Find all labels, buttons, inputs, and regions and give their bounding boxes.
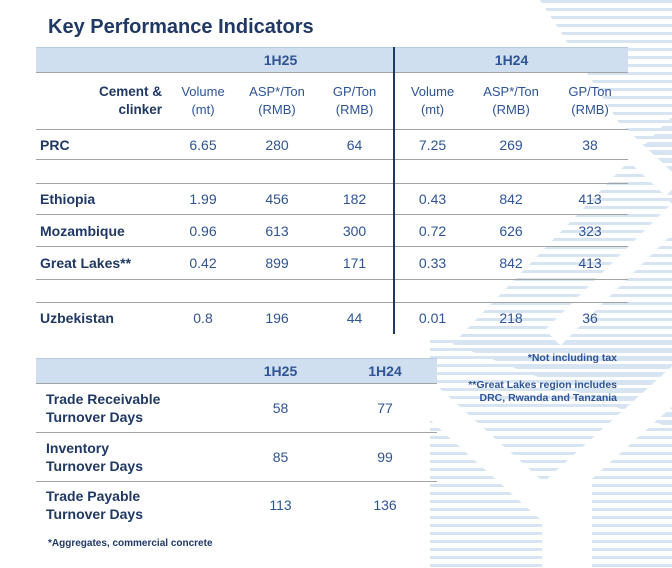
region-label: Uzbekistan — [40, 310, 114, 327]
value-cell: 0.96 — [168, 214, 238, 247]
value-cell: 136 — [373, 497, 397, 514]
value-cell: 85 — [228, 432, 333, 482]
value-cell: 413 — [552, 246, 629, 280]
row-group-header: Cement & clinker — [36, 72, 168, 130]
metric-label: Inventory Turnover Days — [36, 432, 228, 482]
row-group-header-line1: Cement & — [98, 83, 162, 99]
period-header-1h25: 1H25 — [168, 47, 395, 73]
band-corner-cell — [36, 358, 228, 384]
table-row-ethiopia: Ethiopia 1.99 456 182 0.43 842 413 — [36, 183, 629, 215]
value-cell: 196 — [265, 310, 289, 327]
value-cell: 269 — [470, 129, 553, 160]
value-cell: 280 — [238, 129, 316, 160]
value-cell: 0.33 — [393, 246, 471, 280]
col-header-volume-1h24: Volume (mt) — [393, 72, 471, 130]
value-cell: 99 — [333, 432, 437, 482]
table-row-inventory: Inventory Turnover Days 85 99 — [36, 432, 437, 482]
col-header-asp-1h24: ASP*/Ton (RMB) — [470, 72, 553, 130]
col-header-volume-1h25: Volume (mt) — [168, 72, 238, 130]
col-header-gp-1h25: GP/Ton (RMB) — [316, 72, 395, 130]
value-cell: 77 — [333, 383, 437, 433]
col-header-gp-1h24: GP/Ton (RMB) — [552, 72, 629, 130]
kpi-table: 1H25 1H24 Cement & clinker Volume (mt) A… — [36, 47, 629, 334]
page-title: Key Performance Indicators — [48, 16, 314, 38]
region-label: Great Lakes** — [36, 246, 168, 280]
value-cell: 36 — [582, 310, 598, 327]
value-cell: 456 — [238, 183, 316, 215]
footnote-aggregates: *Aggregates, commercial concrete — [48, 538, 213, 549]
footnote-great-lakes-line1: **Great Lakes region includes — [468, 379, 617, 391]
value-cell: 44 — [346, 310, 363, 327]
region-label: Ethiopia — [36, 183, 168, 215]
row-group-header-line2: clinker — [118, 102, 162, 117]
footnote-great-lakes-line2: DRC, Rwanda and Tanzania — [479, 392, 618, 404]
table-row-trade-receivable: Trade Receivable Turnover Days 58 77 — [36, 383, 437, 433]
value-cell: 6.65 — [168, 129, 238, 160]
value-cell: 613 — [238, 214, 316, 247]
value-cell: 1.99 — [168, 183, 238, 215]
region-label: PRC — [36, 129, 168, 160]
value-cell: 300 — [316, 214, 395, 247]
white-vertical-band — [542, 480, 592, 568]
period-band-row: 1H25 1H24 — [36, 358, 437, 384]
table-row-uzbekistan: Uzbekistan 0.8 196 44 0.01 218 36 — [36, 302, 628, 334]
value-cell: 323 — [552, 214, 629, 247]
metric-label: Trade Receivable Turnover Days — [36, 383, 228, 433]
value-cell: 0.01 — [393, 302, 471, 334]
value-cell: 626 — [470, 214, 553, 247]
value-cell: 7.25 — [393, 129, 471, 160]
band-corner-cell — [36, 47, 168, 73]
value-cell: 64 — [316, 129, 395, 160]
value-cell: 0.42 — [168, 246, 238, 280]
value-cell: 171 — [316, 246, 395, 280]
spacer-row — [36, 159, 629, 184]
value-cell: 899 — [238, 246, 316, 280]
period-header-1h24: 1H24 — [393, 47, 629, 73]
period-header-1h25: 1H25 — [228, 358, 333, 384]
col-header-asp-1h25: ASP*/Ton (RMB) — [238, 72, 316, 130]
period-header-1h24: 1H24 — [333, 358, 437, 384]
value-cell: 0.43 — [393, 183, 471, 215]
period-band-row: 1H25 1H24 — [36, 47, 629, 73]
value-cell: 842 — [470, 183, 553, 215]
spacer-cell — [36, 159, 168, 184]
table-row-great-lakes: Great Lakes** 0.42 899 171 0.33 842 413 — [36, 246, 629, 280]
value-cell: 58 — [228, 383, 333, 433]
footnotes-right-block: *Not including tax **Great Lakes region … — [468, 352, 617, 405]
region-label: Mozambique — [36, 214, 168, 247]
value-cell: 0.8 — [193, 310, 213, 327]
column-header-row: Cement & clinker Volume (mt) ASP*/Ton (R… — [36, 72, 629, 130]
value-cell: 413 — [552, 183, 629, 215]
value-cell: 113 — [269, 497, 292, 514]
spacer-row — [36, 279, 629, 303]
value-cell: 0.72 — [393, 214, 471, 247]
table-row-trade-payable: Trade Payable Turnover Days 113 136 — [36, 482, 437, 529]
value-cell: 218 — [499, 310, 523, 327]
value-cell: 842 — [470, 246, 553, 280]
table-row-mozambique: Mozambique 0.96 613 300 0.72 626 323 — [36, 214, 629, 247]
table-row-prc: PRC 6.65 280 64 7.25 269 38 — [36, 129, 629, 160]
value-cell: 38 — [552, 129, 629, 160]
value-cell: 182 — [316, 183, 395, 215]
spacer-cell — [36, 279, 168, 303]
footnote-tax: *Not including tax — [527, 352, 617, 364]
turnover-table: 1H25 1H24 Trade Receivable Turnover Days… — [36, 358, 437, 529]
metric-label: Trade Payable Turnover Days — [46, 488, 143, 523]
